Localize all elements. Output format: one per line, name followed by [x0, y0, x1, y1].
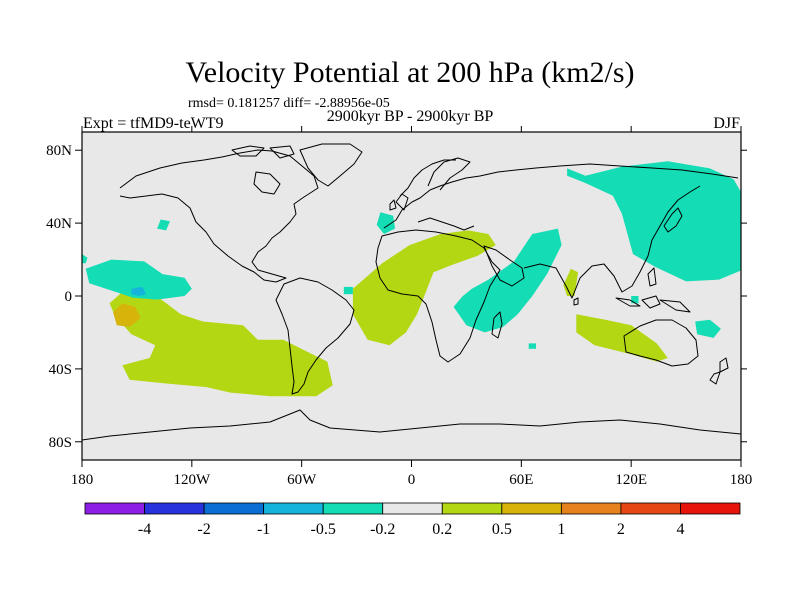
coastline-north-america [119, 149, 319, 283]
colorbar-swatch-7 [441, 502, 503, 515]
colorbar-swatch-9 [560, 502, 622, 515]
x-tick-label-4: 0 [408, 472, 416, 488]
contour-region-3 [352, 230, 496, 346]
contour-region-1 [109, 290, 333, 397]
coastline-british-isles [389, 193, 409, 211]
colorbar-swatch-3 [203, 502, 265, 515]
coastline-arabia [483, 245, 525, 287]
contour-regions [82, 161, 741, 397]
contour-region-13 [567, 161, 741, 282]
contour-region-7 [131, 286, 147, 296]
colorbar-label-2: -2 [197, 521, 210, 538]
y-tick-label-2: 40N [46, 216, 72, 232]
contour-region-6 [85, 259, 192, 300]
season-label: DJF [713, 115, 740, 132]
colorbar-label-1: -4 [138, 521, 151, 538]
contour-region-4 [576, 314, 668, 362]
y-tick-label-5: 80S [49, 435, 72, 451]
colorbar-label-6: 0.2 [432, 521, 452, 538]
y-tick-label-1: 80N [46, 143, 72, 159]
axis-ticks [75, 126, 747, 467]
coastline-hudson-bay [253, 171, 281, 195]
colorbar-label-9: 2 [617, 521, 625, 538]
contour-region-9 [157, 219, 170, 231]
coastline-africa [375, 229, 501, 363]
coastline-new-zealand [709, 357, 729, 385]
period-subtitle: 2900kyr BP - 2900kyr BP [327, 108, 494, 125]
stats-label: rmsd= 0.181257 diff= -2.88956e-05 [188, 96, 390, 111]
coastlines [82, 143, 741, 441]
colorbar-swatch-10 [620, 502, 681, 515]
colorbar-swatch-2 [144, 502, 205, 515]
colorbar-label-3: -1 [257, 521, 270, 538]
contour-region-10 [343, 286, 353, 295]
x-tick-label-6: 120E [615, 472, 647, 488]
coastline-maritime-continent [615, 267, 691, 313]
colorbar-swatch-5 [322, 502, 384, 515]
contour-region-8 [82, 254, 88, 264]
y-tick-label-3: 0 [65, 289, 73, 305]
x-tick-label-2: 120W [173, 472, 211, 488]
coastline-antarctica [82, 409, 741, 441]
colorbar-swatch-4 [263, 502, 324, 515]
coastline-sri-lanka [573, 297, 579, 306]
colorbar-label-7: 0.5 [492, 521, 512, 538]
experiment-label: Expt = tfMD9-teWT9 [83, 115, 224, 132]
colorbar-label-4: -0.5 [311, 521, 336, 538]
colorbar-swatch-6 [382, 502, 443, 515]
contour-region-16 [528, 343, 536, 349]
coastline-europe [383, 159, 561, 231]
coastline-japan [663, 207, 683, 233]
contour-region-11 [376, 212, 395, 234]
contour-region-15 [631, 296, 639, 304]
colorbar-swatch-1 [84, 502, 145, 515]
contour-region-12 [453, 228, 562, 333]
coastline-australia [623, 319, 699, 367]
chart-title: Velocity Potential at 200 hPa (km2/s) [185, 56, 634, 89]
x-tick-label-3: 60W [287, 472, 317, 488]
coastline-greenland [299, 143, 363, 187]
colorbar-swatch-8 [501, 502, 562, 515]
coastline-south-america [275, 277, 355, 395]
contour-region-14 [695, 319, 721, 338]
contour-region-2 [113, 303, 141, 327]
colorbar-label-5: -0.2 [370, 521, 395, 538]
x-tick-label-1: 180 [71, 472, 94, 488]
axis-labels: 180 120W 60W 0 60E 120E 180 80N 40N 0 40S 80S [46, 143, 752, 488]
map-plot [81, 131, 742, 461]
coastline-scandinavia [427, 157, 471, 191]
coastline-asia [523, 163, 739, 299]
y-tick-label-4: 40S [49, 362, 72, 378]
x-tick-label-5: 60E [509, 472, 533, 488]
colorbar-label-10: 4 [676, 521, 684, 538]
x-tick-label-7: 180 [730, 472, 753, 488]
coastline-madagascar [491, 311, 503, 339]
coastline-arctic-islands [231, 145, 295, 159]
colorbar: -4 -2 -1 -0.5 -0.2 0.2 0.5 1 2 4 [84, 502, 741, 538]
colorbar-label-8: 1 [557, 521, 565, 538]
colorbar-swatch-11 [680, 502, 741, 515]
